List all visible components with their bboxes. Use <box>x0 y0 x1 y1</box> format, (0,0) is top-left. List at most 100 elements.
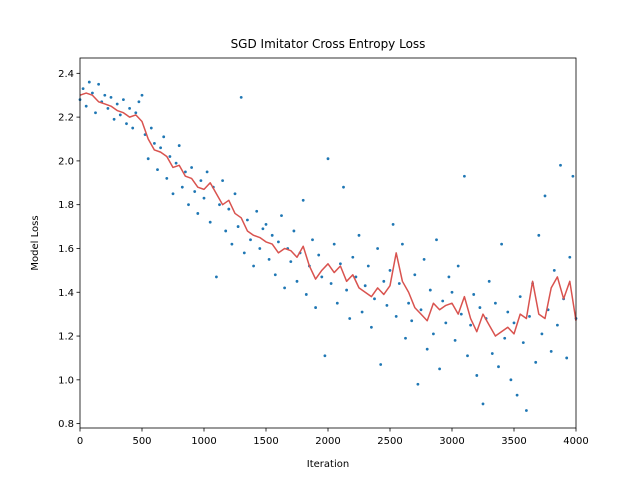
point <box>242 251 246 255</box>
point <box>552 268 556 272</box>
point <box>249 238 252 242</box>
point <box>289 260 293 264</box>
point <box>112 117 116 121</box>
point <box>385 303 389 307</box>
point <box>525 409 528 412</box>
point <box>258 247 262 250</box>
point <box>233 192 237 196</box>
point <box>146 157 150 161</box>
point <box>379 363 383 366</box>
point <box>515 393 519 397</box>
point <box>106 106 110 110</box>
point <box>162 135 166 139</box>
y-tick-label: 1.4 <box>58 288 74 299</box>
point <box>509 378 513 382</box>
point <box>171 192 175 196</box>
point <box>463 174 466 178</box>
point <box>118 113 122 117</box>
point <box>503 336 507 340</box>
point <box>354 275 358 279</box>
x-tick-label: 4000 <box>563 436 588 447</box>
point <box>339 262 342 266</box>
point <box>410 319 414 323</box>
point <box>490 352 494 355</box>
point <box>565 356 569 360</box>
point <box>224 229 228 233</box>
point <box>435 238 438 242</box>
point <box>131 126 135 130</box>
point <box>329 282 333 285</box>
point <box>332 242 336 246</box>
point <box>261 227 265 231</box>
x-tick-label: 2500 <box>377 436 402 447</box>
y-tick-label: 2.4 <box>58 69 74 80</box>
point <box>478 306 482 309</box>
point <box>205 170 209 174</box>
point <box>512 321 516 325</box>
point <box>422 258 426 261</box>
point <box>506 310 510 314</box>
point <box>376 247 379 250</box>
point <box>549 349 553 353</box>
point <box>177 144 181 147</box>
point <box>134 111 138 115</box>
point <box>277 240 280 244</box>
point <box>456 264 460 268</box>
point <box>295 279 299 283</box>
point <box>444 321 448 325</box>
y-tick-label: 1.0 <box>58 375 74 386</box>
line <box>79 92 577 337</box>
y-tick-label: 1.8 <box>58 200 74 211</box>
point <box>373 297 376 301</box>
point <box>323 354 327 358</box>
point <box>252 264 256 268</box>
point <box>497 365 500 369</box>
point <box>345 288 348 292</box>
point <box>487 279 491 283</box>
point <box>438 367 441 371</box>
point <box>450 290 454 294</box>
point <box>556 323 559 327</box>
x-tick-label: 500 <box>132 436 151 447</box>
point <box>227 207 231 211</box>
point <box>239 96 243 99</box>
x-tick-label: 3000 <box>439 436 464 447</box>
chart-title: SGD Imitator Cross Entropy Loss <box>231 37 426 51</box>
point <box>128 106 132 110</box>
point <box>184 170 187 174</box>
point <box>432 332 435 336</box>
point <box>180 185 184 189</box>
point <box>360 310 364 314</box>
x-tick-label: 0 <box>77 436 83 447</box>
point <box>149 126 153 130</box>
point <box>246 218 249 222</box>
point <box>447 275 451 279</box>
y-tick-label: 2.0 <box>58 156 74 167</box>
point <box>174 161 178 165</box>
point <box>413 273 417 277</box>
point <box>109 96 113 99</box>
point <box>335 301 339 305</box>
y-tick-label: 2.2 <box>58 113 74 124</box>
point <box>159 146 163 150</box>
point <box>391 222 395 226</box>
point <box>140 93 144 97</box>
point <box>540 332 544 336</box>
point <box>528 314 531 318</box>
point <box>221 179 225 183</box>
point <box>568 255 572 259</box>
plot-area <box>78 80 578 412</box>
point <box>320 275 324 279</box>
point <box>215 275 218 279</box>
point <box>199 179 203 183</box>
point <box>270 233 274 237</box>
point <box>401 242 404 246</box>
x-tick-label: 1000 <box>191 436 216 447</box>
point <box>193 190 197 193</box>
point <box>394 314 398 318</box>
point <box>273 273 277 277</box>
point <box>255 209 259 213</box>
